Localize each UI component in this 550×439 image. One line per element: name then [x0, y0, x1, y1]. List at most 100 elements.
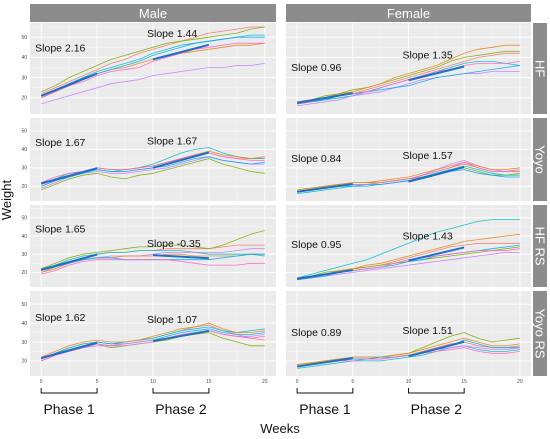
slope-annotation: Slope 0.95 [291, 239, 341, 251]
strip-yoyo-rs [533, 291, 547, 376]
series-line-5 [297, 233, 520, 279]
series-line-7 [41, 152, 265, 183]
slope-fit-line [408, 65, 465, 82]
series-line-5 [297, 161, 520, 191]
series-line-1 [41, 26, 265, 95]
slope-annotation: Slope 1.44 [147, 28, 197, 40]
phase-label: Phase 1 [43, 401, 95, 417]
x-tick-label: 5 [351, 379, 354, 385]
phase-bracket [40, 388, 98, 394]
strip-female [286, 4, 531, 22]
series-line-7 [41, 42, 265, 99]
slope-fit-line [296, 269, 353, 280]
y-axis-title: Weight [0, 180, 14, 221]
series-line-3 [41, 250, 265, 271]
series-line-4 [297, 71, 520, 107]
slope-annotation: Slope 1.35 [403, 49, 453, 61]
phase-label: Phase 1 [299, 401, 351, 417]
slope-fit-line [40, 72, 98, 97]
panel-male-hf-rs: Slope 1.65 Slope -0.35 20 30 40 50 [21, 205, 276, 287]
y-tick-label: 50 [21, 216, 27, 222]
slope-annotation: Slope 1.51 [403, 325, 453, 337]
slope-fit-line [152, 254, 209, 260]
series-line-3 [297, 345, 520, 369]
slope-fit-line [40, 253, 98, 271]
series-line-6 [41, 36, 265, 97]
y-tick-label: 20 [21, 184, 27, 190]
slope-fit-line [408, 340, 465, 358]
strip-label-male: Male [139, 6, 167, 21]
y-tick-label: 20 [21, 270, 27, 276]
y-tick-label: 20 [21, 359, 27, 365]
slope-annotation: Slope 0.89 [291, 327, 341, 339]
panel-male-yoyo: Slope 1.67 Slope 1.67 20 30 40 50 [21, 118, 276, 201]
slope-annotation: Slope 1.67 [35, 137, 85, 149]
series-line-5 [41, 322, 265, 358]
slope-fit-line [152, 151, 210, 169]
x-axis-title: Weeks [260, 421, 300, 436]
slope-annotation: Slope 1.07 [147, 314, 197, 326]
y-tick-label: 40 [21, 321, 27, 327]
x-tick-label: 15 [206, 379, 212, 385]
y-tick-label: 50 [21, 35, 27, 41]
y-tick-label: 30 [21, 75, 27, 81]
slope-fit-line [296, 183, 353, 193]
slope-annotation: Slope 1.67 [147, 135, 197, 147]
slope-annotation: Slope 2.16 [35, 43, 85, 55]
y-tick-label: 30 [21, 166, 27, 172]
slope-annotation: Slope 1.57 [403, 150, 453, 162]
series-line-4 [297, 251, 520, 281]
y-tick-label: 40 [21, 234, 27, 240]
panel-female-yoyo-rs: Slope 0.89 Slope 1.51 0 5 10 15 20 [286, 291, 531, 385]
panel-female-hf-rs: Slope 0.95 Slope 1.43 [286, 205, 531, 287]
slope-fit-line [152, 43, 210, 61]
phase-label: Phase 2 [155, 401, 207, 417]
strip-male [30, 4, 276, 22]
panel-female-hf: Slope 0.96 Slope 1.35 [286, 23, 531, 114]
slope-fit-line [40, 341, 98, 360]
x-tick-label: 0 [40, 379, 43, 385]
phase-label: Phase 2 [411, 401, 463, 417]
x-tick-label: 20 [262, 379, 268, 385]
strip-hf [533, 23, 547, 114]
y-tick-label: 30 [21, 252, 27, 258]
series-line-2 [41, 26, 265, 93]
x-tick-label: 20 [517, 379, 523, 385]
phase-bracket [408, 388, 465, 394]
slope-fit-line [408, 246, 465, 262]
series-line-5 [297, 337, 520, 366]
y-tick-label: 40 [21, 55, 27, 61]
series-line-3 [41, 326, 265, 360]
slope-annotation: Slope 1.62 [35, 312, 85, 324]
series-line-3 [296, 219, 520, 279]
x-tick-label: 10 [406, 379, 412, 385]
phase-bracket [296, 388, 354, 394]
series-line-7 [41, 259, 265, 275]
slope-annotation: Slope 1.43 [403, 230, 453, 242]
slope-annotation: Slope 0.84 [291, 153, 341, 165]
x-tick-label: 0 [296, 379, 299, 385]
y-tick-label: 40 [21, 147, 27, 153]
slope-fit-line [296, 357, 353, 368]
slope-fit-line [296, 92, 353, 104]
y-tick-label: 50 [21, 302, 27, 308]
panel-female-yoyo: Slope 0.84 Slope 1.57 [286, 118, 531, 201]
panel-male-yoyo-rs: Slope 1.62 Slope 1.07 20 30 40 50 0 5 10 15 20 [21, 291, 276, 385]
slope-annotation: Slope 1.65 [35, 224, 85, 236]
slope-annotation: Slope 0.96 [291, 62, 341, 74]
phase-bracket [152, 388, 210, 394]
strip-hf-rs [533, 205, 547, 287]
slope-fit-line [152, 329, 210, 343]
y-tick-label: 30 [21, 340, 27, 346]
x-tick-label: 10 [150, 379, 156, 385]
series-line-2 [41, 230, 265, 270]
strip-label-yoyo-rs: Yoyo RS [533, 308, 548, 358]
strip-label-female: Female [387, 6, 430, 21]
x-tick-label: 15 [461, 379, 467, 385]
slope-annotation: Slope -0.35 [147, 238, 201, 250]
series-line-2 [297, 50, 520, 103]
strip-yoyo [533, 118, 547, 201]
strip-label-hf: HF [533, 60, 548, 77]
series-line-4 [41, 63, 265, 105]
slope-fit-line [408, 166, 465, 183]
